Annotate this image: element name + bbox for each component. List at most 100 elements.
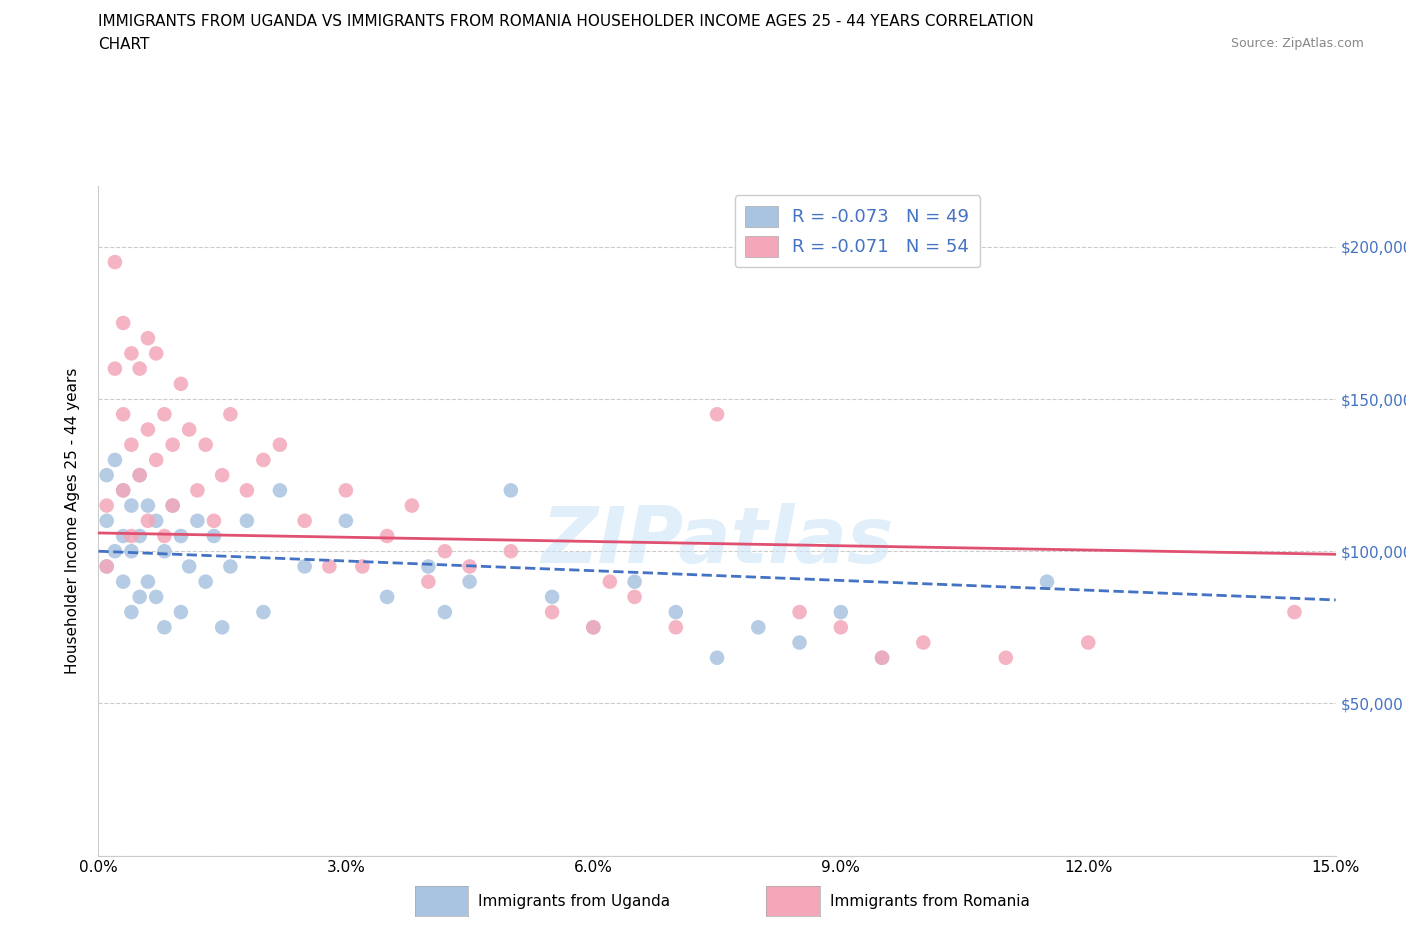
Point <box>599 574 621 589</box>
Point <box>120 437 142 452</box>
Point <box>706 406 728 421</box>
Point <box>401 498 423 513</box>
Text: CHART: CHART <box>98 37 150 52</box>
Point <box>128 528 150 543</box>
Point <box>153 528 176 543</box>
Point <box>219 406 242 421</box>
Point <box>623 574 645 589</box>
Point <box>136 498 159 513</box>
Point <box>294 513 316 528</box>
Point <box>870 650 893 665</box>
Point <box>170 604 193 619</box>
Point <box>120 528 142 543</box>
Point <box>136 422 159 437</box>
Point <box>1284 604 1306 619</box>
Point <box>153 620 176 635</box>
Point <box>252 604 274 619</box>
Point <box>870 650 893 665</box>
Point <box>104 361 127 376</box>
Point <box>179 559 201 574</box>
Point <box>269 483 291 498</box>
Point <box>665 604 688 619</box>
Point <box>136 331 159 346</box>
Point <box>120 544 142 559</box>
Point <box>236 513 259 528</box>
Point <box>269 437 291 452</box>
Point <box>375 528 398 543</box>
Point <box>96 513 118 528</box>
Point <box>112 483 135 498</box>
Point <box>179 422 201 437</box>
Point <box>352 559 374 574</box>
Point <box>96 559 118 574</box>
Text: Immigrants from Uganda: Immigrants from Uganda <box>478 894 671 909</box>
Point <box>789 635 811 650</box>
Point <box>458 559 481 574</box>
Point <box>112 406 135 421</box>
Point <box>1077 635 1099 650</box>
Point <box>236 483 259 498</box>
Point <box>994 650 1017 665</box>
Text: Immigrants from Romania: Immigrants from Romania <box>830 894 1029 909</box>
Point <box>830 620 852 635</box>
Point <box>830 604 852 619</box>
Point <box>120 346 142 361</box>
Point <box>96 468 118 483</box>
Point <box>162 498 184 513</box>
Point <box>104 453 127 468</box>
Point <box>145 590 167 604</box>
Point <box>294 559 316 574</box>
Point <box>96 498 118 513</box>
Point <box>458 574 481 589</box>
Point <box>433 604 456 619</box>
Point <box>194 574 217 589</box>
Point <box>541 590 564 604</box>
Point <box>499 483 522 498</box>
Point <box>153 406 176 421</box>
Point <box>170 528 193 543</box>
Point <box>162 437 184 452</box>
Point <box>211 468 233 483</box>
Point <box>112 483 135 498</box>
Point <box>582 620 605 635</box>
Point <box>186 513 208 528</box>
Point <box>1036 574 1059 589</box>
Point <box>318 559 340 574</box>
Point <box>418 559 440 574</box>
Point <box>335 483 357 498</box>
Point <box>112 528 135 543</box>
Point <box>170 377 193 392</box>
Point <box>128 590 150 604</box>
Point <box>499 544 522 559</box>
Point <box>145 453 167 468</box>
Point <box>153 544 176 559</box>
Point <box>706 650 728 665</box>
Point <box>789 604 811 619</box>
Point <box>128 468 150 483</box>
Point <box>162 498 184 513</box>
Point <box>104 544 127 559</box>
Point <box>912 635 935 650</box>
Point <box>665 620 688 635</box>
Point <box>211 620 233 635</box>
Point <box>120 604 142 619</box>
Point <box>747 620 769 635</box>
Point <box>375 590 398 604</box>
Y-axis label: Householder Income Ages 25 - 44 years: Householder Income Ages 25 - 44 years <box>65 367 80 674</box>
Text: Source: ZipAtlas.com: Source: ZipAtlas.com <box>1230 37 1364 50</box>
Point <box>145 513 167 528</box>
Point <box>219 559 242 574</box>
Point <box>335 513 357 528</box>
Point <box>128 468 150 483</box>
Point <box>136 513 159 528</box>
Legend: R = -0.073   N = 49, R = -0.071   N = 54: R = -0.073 N = 49, R = -0.071 N = 54 <box>734 195 980 268</box>
Point <box>202 513 225 528</box>
Point <box>128 361 150 376</box>
Point <box>136 574 159 589</box>
Point <box>202 528 225 543</box>
Point <box>120 498 142 513</box>
Point <box>418 574 440 589</box>
Point <box>104 255 127 270</box>
Point <box>541 604 564 619</box>
Text: IMMIGRANTS FROM UGANDA VS IMMIGRANTS FROM ROMANIA HOUSEHOLDER INCOME AGES 25 - 4: IMMIGRANTS FROM UGANDA VS IMMIGRANTS FRO… <box>98 14 1035 29</box>
